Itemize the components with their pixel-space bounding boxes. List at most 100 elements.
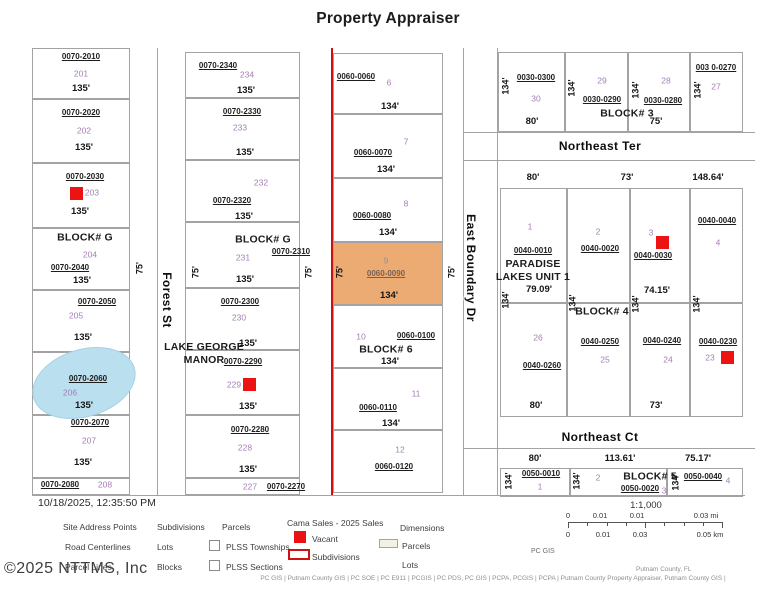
parcel-id-link[interactable]: 0070-2050 [77, 297, 117, 306]
parcel-box[interactable] [567, 188, 630, 303]
parcel-id-link[interactable]: 0070-2070 [70, 418, 110, 427]
parcel-box[interactable] [185, 288, 300, 350]
parcel-id-link[interactable]: 0040-0020 [580, 244, 620, 253]
parcel-box[interactable] [185, 350, 300, 415]
parcel-box[interactable] [690, 188, 743, 303]
lot-number: 208 [97, 479, 113, 490]
parcel-box[interactable] [32, 99, 130, 163]
parcel-box[interactable] [667, 468, 743, 497]
lot-number: 228 [237, 442, 253, 453]
parcel-id-link[interactable]: 0060-0070 [353, 148, 393, 157]
scale-bar-mark [606, 522, 608, 526]
parcel-id-link[interactable]: 0060-0060 [336, 72, 376, 81]
legend-dimensions: Dimensions [400, 523, 445, 533]
parcel-box[interactable] [628, 52, 690, 132]
parcel-id-link[interactable]: 0070-2040 [50, 263, 90, 272]
highlighted-parcel[interactable] [333, 242, 443, 305]
dimension-label: 80' [528, 453, 542, 465]
parcel-id-link[interactable]: 0060-0100 [396, 331, 436, 340]
parcel-id-link[interactable]: 0070-2060 [68, 374, 108, 383]
parcel-box[interactable] [185, 98, 300, 160]
parcel-id-link[interactable]: 0070-2340 [198, 61, 238, 70]
parcel-id-link[interactable]: 0070-2280 [230, 425, 270, 434]
subdivision-name: PARADISE LAKES UNIT 1 [495, 257, 571, 283]
parcel-box[interactable] [32, 228, 130, 290]
parcel-box[interactable] [500, 468, 570, 497]
parcel-box[interactable] [500, 188, 567, 303]
parcel-box[interactable] [185, 222, 300, 288]
parcel-id-link[interactable]: 0040-0030 [633, 251, 673, 260]
legend-plss-sections: PLSS Sections [226, 562, 283, 572]
lot-number: 230 [231, 312, 247, 323]
attribution-sources: PC GIS | Putnam County GIS | PC SOE | PC… [260, 575, 726, 582]
parcel-box[interactable] [32, 48, 130, 99]
lot-number: 27 [711, 81, 721, 92]
parcel-id-link[interactable]: 0040-0040 [697, 216, 737, 225]
parcel-id-link[interactable]: 0050-0020 [620, 484, 660, 493]
parcel-box[interactable] [185, 52, 300, 98]
parcel-box[interactable] [690, 303, 743, 417]
lot-number: 11 [411, 388, 421, 399]
parcel-box[interactable] [32, 163, 130, 228]
parcel-box[interactable] [185, 478, 300, 495]
parcel-id-link[interactable]: 0040-0010 [513, 246, 553, 255]
parcel-id-link[interactable]: 0070-2300 [220, 297, 260, 306]
parcel-id-link[interactable]: 0070-2330 [222, 107, 262, 116]
parcel-id-link[interactable]: 0040-0260 [522, 361, 562, 370]
parcels-swatch [379, 539, 398, 548]
parcel-id-link[interactable]: 0070-2290 [223, 357, 263, 366]
parcel-id-link[interactable]: 0060-0120 [374, 462, 414, 471]
parcel-id-link[interactable]: 0070-2270 [266, 482, 306, 491]
dimension-label: 135' [234, 211, 254, 223]
parcel-id-link[interactable]: 0070-2010 [61, 52, 101, 61]
map-line [497, 48, 498, 495]
parcel-id-link[interactable]: 0050-0010 [521, 469, 561, 478]
parcel-id-link[interactable]: 0050-0040 [683, 472, 723, 481]
parcel-id-link[interactable]: 0030-0290 [582, 95, 622, 104]
lot-number: 232 [253, 177, 269, 188]
parcel-id-link[interactable]: 0030-0280 [643, 96, 683, 105]
parcel-box[interactable] [333, 368, 443, 430]
parcel-box[interactable] [630, 303, 690, 417]
block-label: BLOCK# 6 [359, 343, 413, 356]
plss-sections-checkbox[interactable] [209, 560, 220, 571]
dimension-label: 75' [446, 265, 457, 279]
parcel-box[interactable] [32, 478, 130, 495]
dimension-label: 135' [235, 274, 255, 286]
parcel-id-link[interactable]: 0030-0300 [516, 73, 556, 82]
parcel-box[interactable] [333, 178, 443, 242]
parcel-id-link[interactable]: 0060-0080 [352, 211, 392, 220]
plss-townships-checkbox[interactable] [209, 540, 220, 551]
parcel-box[interactable] [333, 53, 443, 114]
parcel-id-link[interactable]: 0070-2320 [212, 196, 252, 205]
parcel-id-link[interactable]: 0060-0110 [359, 403, 397, 412]
parcel-id-link[interactable]: 0070-2030 [65, 172, 105, 181]
legend-blocks: Blocks [157, 562, 183, 572]
parcel-box[interactable] [185, 160, 300, 222]
parcel-box[interactable] [567, 303, 630, 417]
lot-number: 1 [527, 221, 533, 232]
parcel-id-link[interactable]: 0040-0240 [642, 336, 682, 345]
parcel-box[interactable] [185, 415, 300, 478]
parcel-box[interactable] [333, 305, 443, 368]
parcel-box[interactable] [333, 430, 443, 493]
parcel-box[interactable] [500, 303, 567, 417]
parcel-id-link[interactable]: 0040-0230 [698, 337, 738, 346]
map-line [32, 495, 745, 496]
parcel-id-link[interactable]: 0060-0090 [366, 269, 406, 278]
parcel-id-link[interactable]: 0040-0250 [580, 337, 620, 346]
parcel-id-link[interactable]: 003 0-0270 [695, 63, 737, 72]
parcel-box[interactable] [333, 114, 443, 178]
parcel-box[interactable] [570, 468, 667, 497]
parcel-box[interactable] [565, 52, 628, 132]
parcel-box[interactable] [630, 188, 690, 303]
sale-vacant-marker [243, 378, 256, 391]
parcel-id-link[interactable]: 0070-2020 [61, 108, 101, 117]
scalebar-mi-2: 0.01 [629, 511, 645, 520]
parcel-box[interactable] [498, 52, 565, 132]
dimension-label: 80' [526, 172, 540, 184]
parcel-box[interactable] [690, 52, 743, 132]
parcel-id-link[interactable]: 0070-2310 [271, 247, 311, 256]
parcel-id-link[interactable]: 0070-2080 [40, 480, 80, 489]
